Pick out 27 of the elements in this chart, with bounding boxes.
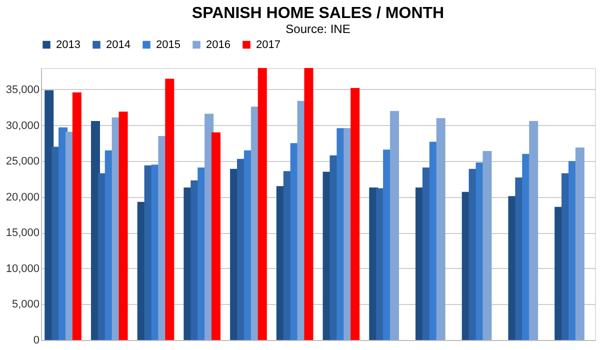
legend-label: 2015 [156, 38, 180, 51]
bar [350, 88, 360, 340]
bar [258, 68, 267, 340]
y-tick-label: 20,000 [6, 191, 40, 204]
bar [304, 68, 314, 340]
y-tick-label: 15,000 [6, 227, 40, 240]
legend-label: 2017 [256, 38, 280, 51]
bar [529, 120, 538, 340]
y-tick-label: 5,000 [12, 298, 40, 311]
y-tick-label: 0 [33, 334, 40, 346]
legend-label: 2013 [56, 38, 80, 51]
bar [390, 110, 399, 340]
bar [212, 132, 221, 340]
legend-label: 2014 [106, 38, 130, 51]
bar [165, 78, 174, 340]
bar [575, 147, 584, 340]
y-tick-label: 25,000 [6, 156, 40, 168]
bar [436, 118, 446, 340]
y-tick-label: 35,000 [6, 84, 40, 96]
bar [118, 112, 128, 340]
chart-title: SPANISH HOME SALES / MONTH [192, 5, 444, 22]
bar [72, 92, 82, 340]
y-tick-label: 10,000 [6, 262, 40, 275]
chart-subtitle: Source: INE [286, 22, 350, 36]
y-tick-label: 30,000 [6, 120, 40, 132]
bar [482, 151, 492, 340]
legend-label: 2016 [206, 38, 230, 51]
